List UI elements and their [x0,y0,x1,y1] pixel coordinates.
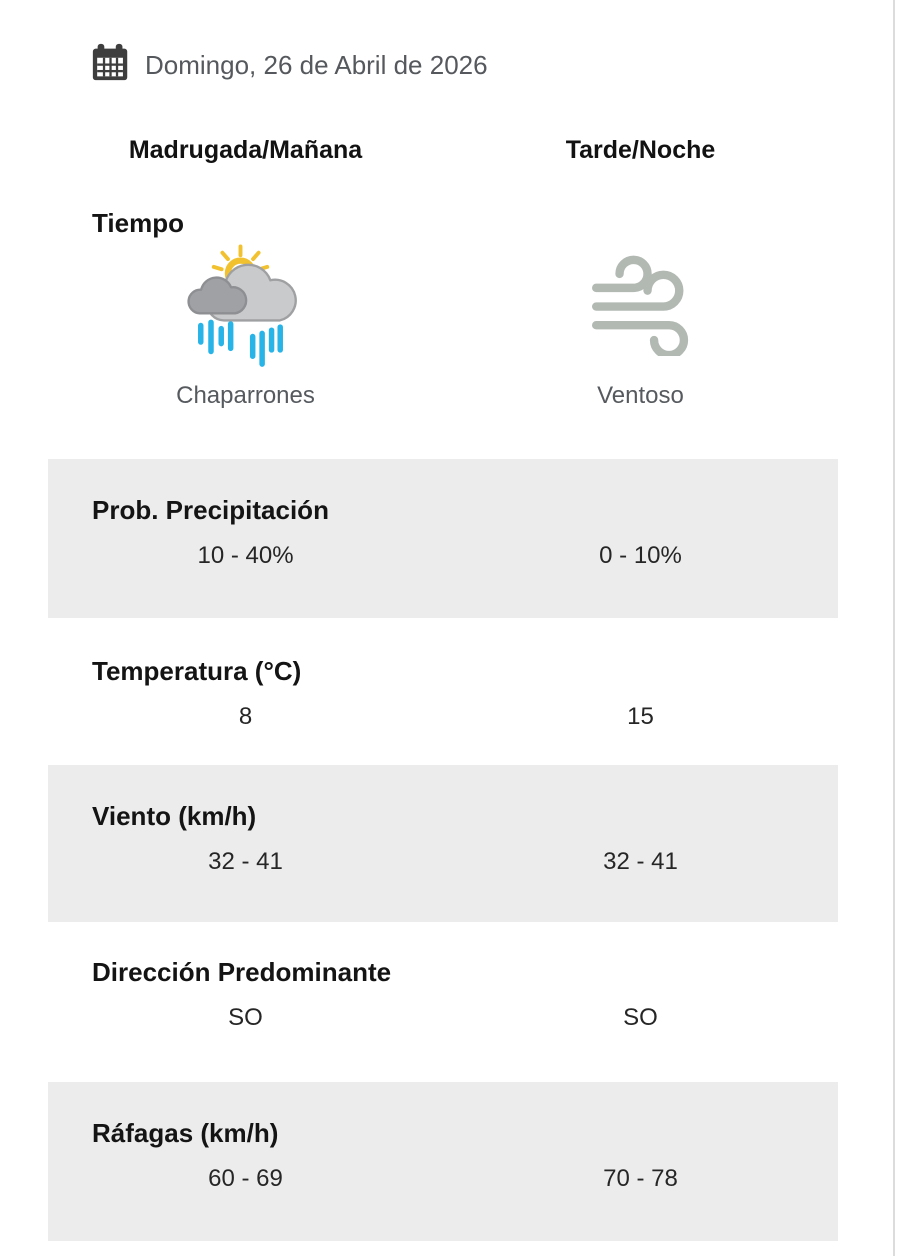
weather-icon-cell-morning [48,244,443,379]
row-label-tiempo: Tiempo [92,208,184,238]
row-label-gusts: Ráfagas (km/h) [92,1118,279,1148]
column-header-evening: Tarde/Noche [565,136,716,164]
weather-caption-morning: Chaparrones [176,382,315,409]
gusts-value-morning: 60 - 69 [208,1165,283,1192]
wind-icon [585,244,697,361]
sun-behind-rain-cloud-icon [186,244,305,379]
row-gusts: Ráfagas (km/h) 60 - 69 70 - 78 [48,1082,838,1241]
weather-captions-row: Chaparrones Ventoso [48,382,838,410]
wind-direction-value-morning: SO [228,1004,263,1031]
wind-value-evening: 32 - 41 [603,848,678,875]
wind-value-morning: 32 - 41 [208,848,283,875]
temperature-value-morning: 8 [238,703,253,730]
weather-icons-row [48,244,838,379]
gusts-value-evening: 70 - 78 [603,1165,678,1192]
row-temperature: Temperatura (°C) 8 15 [48,618,838,765]
column-headers: Madrugada/Mañana Tarde/Noche [48,136,838,165]
row-label-precipitation: Prob. Precipitación [92,495,329,525]
column-header-morning: Madrugada/Mañana [128,136,363,164]
weather-icon-cell-evening [443,244,838,379]
date-label: Domingo, 26 de Abril de 2026 [145,50,488,80]
temperature-value-evening: 15 [627,703,654,730]
precipitation-value-morning: 10 - 40% [197,542,294,569]
row-label-temperature: Temperatura (°C) [92,656,302,686]
right-border-line [893,0,895,1256]
wind-direction-value-evening: SO [623,1004,658,1031]
row-wind-direction: Dirección Predominante SO SO [48,922,838,1082]
row-precipitation: Prob. Precipitación 10 - 40% 0 - 10% [48,459,838,618]
row-label-wind: Viento (km/h) [92,801,257,831]
date-header: Domingo, 26 de Abril de 2026 [90,42,488,89]
precipitation-value-evening: 0 - 10% [599,542,682,569]
weather-caption-evening: Ventoso [597,382,684,409]
row-wind: Viento (km/h) 32 - 41 32 - 41 [48,765,838,922]
row-label-wind-direction: Dirección Predominante [92,957,392,987]
calendar-icon [90,42,132,89]
